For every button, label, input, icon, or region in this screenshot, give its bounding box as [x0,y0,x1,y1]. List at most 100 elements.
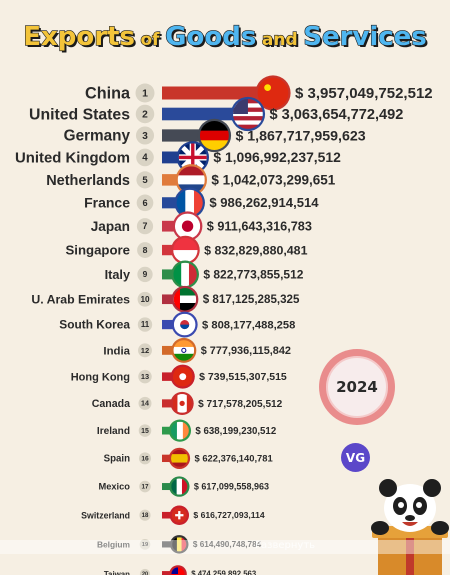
rank-label: 7 [143,221,148,231]
rank-circle [138,343,152,358]
flag-spain-icon [171,449,188,467]
bar-row-italy: Italy 9 $ 822,773,855,512 [105,260,304,289]
bar-row-united-kingdom: United Kingdom 4 $ 1,096,992,237,512 [15,141,341,174]
rank-label: 6 [142,198,147,208]
country-label: Netherlands [46,173,130,189]
flag-india-icon [173,340,195,361]
year-label: 2024 [326,356,388,418]
rank-circle [136,171,154,189]
country-label: Italy [105,268,130,282]
rank-circle [135,126,155,145]
rank-label: 3 [142,131,148,142]
rank-circle [136,194,154,212]
country-label: France [84,195,130,211]
country-label: Spain [104,454,130,465]
title-word-services: Services [303,21,428,52]
rank-circle [137,291,153,307]
rank-label: 9 [143,269,148,279]
title-word-of: of [140,29,160,50]
flag-belgium-icon [172,537,187,552]
value-label: $ 638,199,230,512 [195,426,276,437]
rank-label: 13 [141,372,149,381]
value-label: $ 616,727,093,114 [193,510,264,520]
bar-row-mexico: Mexico 17 $ 617,099,558,963 [98,476,269,497]
country-label: United States [29,106,130,123]
rank-label: 11 [141,320,150,329]
country-label: Canada [92,398,130,410]
rank-label: 10 [140,295,150,304]
rank-label: 20 [142,572,148,575]
country-label: Singapore [66,243,130,258]
country-label: Belgium [97,539,130,549]
panda-gift-illustration [371,479,449,575]
country-label: Taiwan [104,570,130,575]
bar-row-united-states: United States 2 $ 3,063,654,772,492 [29,96,403,132]
title-word-and: and [261,29,298,50]
rank-circle [139,539,151,550]
rank-label: 19 [142,542,149,548]
player-overlay-bar [0,540,450,554]
country-label: China [85,85,131,103]
value-label: $ 739,515,307,515 [199,371,287,383]
chart-title: Exports of Goods and Services [0,21,450,52]
value-label: $ 717,578,205,512 [198,399,283,410]
flag-china-icon [257,77,289,109]
rank-label: 16 [141,455,149,462]
rank-label: 4 [142,153,148,164]
bar-row-ireland: Ireland 15 $ 638,199,230,512 [97,419,276,442]
value-label: $ 808,177,488,258 [202,319,295,331]
country-label: South Korea [59,318,130,332]
value-label: $ 1,867,717,959,623 [235,128,365,144]
country-label: Japan [91,219,130,234]
flag-singapore-icon [173,237,198,263]
country-label: Germany [64,128,131,145]
bar-row-japan: Japan 7 $ 911,643,316,783 [91,211,312,242]
flag-germany-icon [199,121,229,150]
flag-italy-icon [173,262,197,287]
value-label: $ 777,936,115,842 [201,345,291,357]
country-label: U. Arab Emirates [31,292,130,306]
flag-japan-icon [174,213,201,239]
bar-row-france: France 6 $ 986,262,914,514 [84,187,319,219]
country-label: Ireland [97,426,130,437]
value-label: $ 1,042,073,299,651 [211,172,335,187]
value-label: $ 911,643,316,783 [207,220,312,234]
value-label: $ 3,957,049,752,512 [295,85,433,102]
value-label: $ 474,259,892,563 [191,570,257,575]
rank-circle [136,218,154,235]
flag-south-korea-icon [173,313,196,336]
country-label: India [103,345,130,357]
value-label: $ 817,125,285,325 [203,293,300,306]
bar-row-u-arab-emirates: U. Arab Emirates 10 $ 817,125,285,325 [31,285,300,313]
value-label: $ 986,262,914,514 [209,195,319,210]
rank-circle [137,242,153,258]
bar-row-india: India 12 $ 777,936,115,842 [103,337,291,363]
bar-row-switzerland: Switzerland 18 $ 616,727,093,114 [81,505,265,525]
bar-row-germany: Germany 3 $ 1,867,717,959,623 [64,118,366,153]
country-label: Mexico [98,482,130,492]
rank-circle [138,396,152,410]
bar-row-hong-kong: Hong Kong 13 $ 739,515,307,515 [71,364,287,389]
value-label: $ 617,099,558,963 [194,482,269,492]
flag-uae-icon [173,288,197,311]
value-label: $ 832,829,880,481 [204,243,307,257]
expand-overlay-label[interactable]: Развернуть [255,540,316,551]
rank-circle [138,369,152,384]
title-word-exports: Exports [23,21,136,52]
rank-label: 1 [142,88,148,100]
rank-label: 18 [142,512,149,519]
flag-ireland-icon [170,421,189,440]
value-label: $ 1,096,992,237,512 [213,149,341,165]
bar-row-singapore: Singapore 8 $ 832,829,880,481 [66,235,308,265]
bar-row-canada: Canada 14 $ 717,578,205,512 [92,391,283,415]
bar-row-south-korea: South Korea 11 $ 808,177,488,258 [59,311,295,338]
flag-switzerland-icon [171,507,187,523]
flag-taiwan-icon [171,567,185,575]
country-label: Hong Kong [71,371,130,383]
bar-row-taiwan: Taiwan 20 $ 474,259,892,563 [104,565,257,575]
value-label: $ 614,490,748,784 [193,540,262,549]
year-badge: 2024 [319,349,395,425]
bar [162,107,248,121]
country-label: United Kingdom [15,151,130,167]
